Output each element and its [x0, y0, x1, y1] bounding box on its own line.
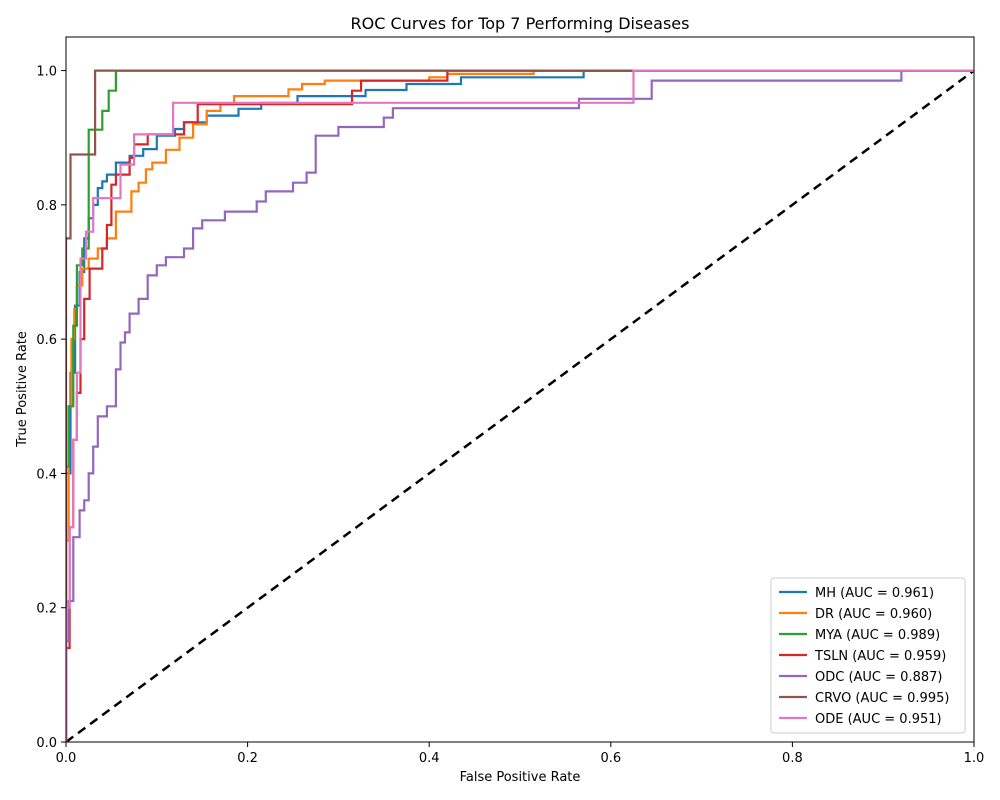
- y-tick-label: 0.2: [36, 602, 57, 617]
- x-tick-label: 0.0: [56, 751, 77, 766]
- x-tick-label: 0.6: [600, 751, 621, 766]
- series-line-4: [66, 69, 974, 742]
- x-tick-label: 0.8: [782, 751, 803, 766]
- series-line-2: [66, 69, 974, 742]
- y-tick-label: 0.4: [36, 467, 57, 482]
- legend-box: [770, 577, 966, 734]
- legend-label: CRVO (AUC = 0.995): [815, 691, 949, 706]
- x-axis-label: False Positive Rate: [460, 770, 581, 785]
- y-tick-label: 0.6: [36, 333, 57, 348]
- y-axis-label: True Positive Rate: [15, 331, 30, 448]
- x-axis: 0.0 0.2 0.4 0.6 0.8 1.0: [56, 742, 985, 766]
- y-axis: 0.0 0.2 0.4 0.6 0.8 1.0: [36, 65, 66, 751]
- y-tick-label: 0.0: [36, 736, 57, 751]
- legend-label: DR (AUC = 0.960): [815, 607, 932, 622]
- y-tick-label: 1.0: [36, 65, 57, 80]
- series-line-0: [66, 69, 974, 742]
- x-tick-label: 0.4: [419, 751, 440, 766]
- x-tick-label: 1.0: [964, 751, 985, 766]
- series-line-5: [66, 69, 974, 742]
- legend-label: TSLN (AUC = 0.959): [814, 649, 946, 664]
- plot-frame: [65, 36, 975, 743]
- legend-label: MYA (AUC = 0.989): [815, 628, 940, 643]
- plot-area: [66, 69, 974, 742]
- chart-title: ROC Curves for Top 7 Performing Diseases: [351, 14, 690, 33]
- legend-label: MH (AUC = 0.961): [815, 586, 934, 601]
- y-tick-label: 0.8: [36, 199, 57, 214]
- series-line-6: [66, 69, 974, 742]
- legend-label: ODC (AUC = 0.887): [815, 670, 942, 685]
- x-tick-label: 0.2: [237, 751, 258, 766]
- legend-label: ODE (AUC = 0.951): [815, 712, 942, 727]
- random-classifier-line: [66, 69, 974, 742]
- legend: MH (AUC = 0.961) DR (AUC = 0.960) MYA (AUC…: [770, 577, 966, 734]
